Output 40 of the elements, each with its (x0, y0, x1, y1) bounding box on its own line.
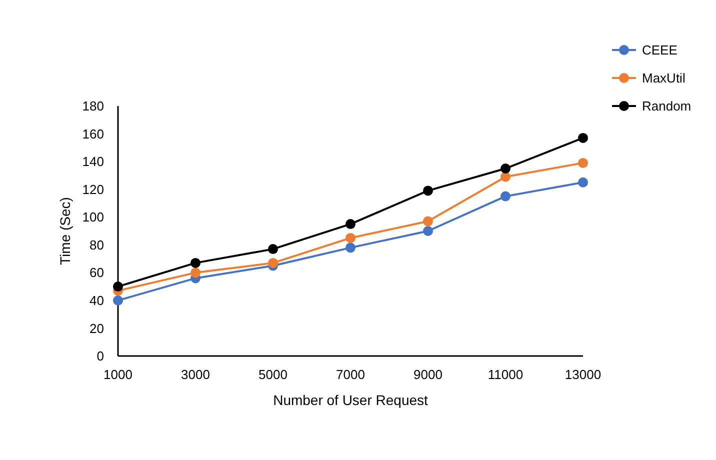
point (500, 191, 510, 202)
point (423, 216, 433, 226)
legend-label: CEEE (642, 42, 678, 58)
y-axis-title: Time (Sec) (57, 197, 73, 265)
y-tick-label: 160 (82, 126, 104, 142)
x-tick-label: 13000 (564, 367, 602, 382)
y-tick-label: 0 (96, 348, 104, 364)
legend-label: Random (642, 98, 692, 114)
x-tick-label: 5000 (258, 367, 288, 382)
point (113, 295, 123, 306)
y-tick-label: 80 (90, 237, 104, 252)
y-tick-label: 180 (82, 98, 104, 114)
point (346, 242, 356, 253)
point (578, 177, 588, 188)
point (113, 282, 123, 292)
y-tick-label: 20 (90, 320, 104, 336)
point (423, 186, 433, 196)
point (500, 164, 510, 174)
y-tick-label: 140 (82, 154, 104, 170)
point (268, 258, 278, 268)
legend-label: MaxUtil (642, 70, 686, 86)
y-tick-label: 100 (82, 210, 104, 225)
point (346, 232, 356, 243)
point (346, 219, 356, 230)
x-tick-label: 9000 (414, 367, 442, 382)
point (190, 268, 200, 278)
y-tick-label: 60 (90, 265, 104, 280)
point (423, 226, 433, 236)
point (190, 258, 200, 268)
point (578, 158, 588, 168)
y-tick-label: 40 (90, 292, 104, 308)
x-axis-title: Number of User Request (273, 392, 428, 408)
point (268, 244, 278, 254)
x-tick-label: 7000 (336, 367, 365, 382)
x-tick-label: 3000 (181, 367, 210, 382)
y-tick-label: 120 (82, 182, 104, 197)
point (500, 172, 510, 182)
x-tick-label: 11000 (488, 367, 524, 382)
point (578, 132, 588, 143)
x-tick-label: 1000 (104, 367, 132, 382)
